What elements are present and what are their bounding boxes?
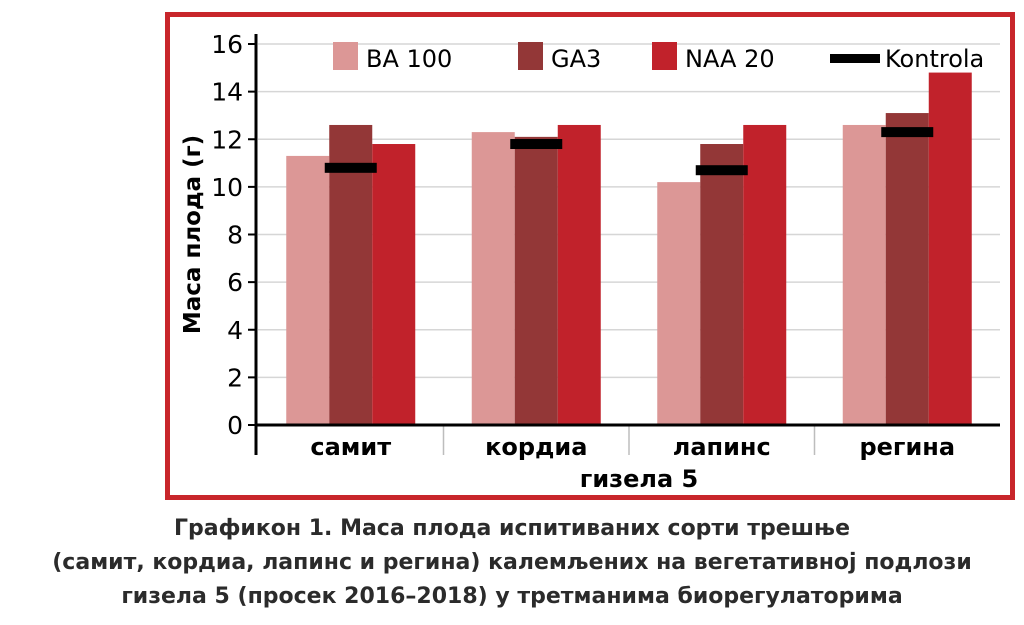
control-marker <box>695 165 748 176</box>
control-marker <box>881 127 934 138</box>
legend-label: Kontrola <box>885 45 984 73</box>
y-tick-label: 0 <box>227 411 243 440</box>
bar-naa-20 <box>557 124 601 426</box>
legend-label: NAA 20 <box>685 45 775 73</box>
bar-chart: 0 2 4 6 8 10 12 14 16 самит кордиа лапинс регина гизе… <box>180 30 1000 493</box>
bar-naa-20 <box>372 144 416 425</box>
bar-ga3 <box>514 136 558 425</box>
y-axis-label: Маса плода (г) <box>180 135 206 334</box>
y-tick-label: 14 <box>211 78 243 107</box>
y-tick-label: 16 <box>211 30 243 59</box>
y-tick-label: 4 <box>227 316 243 345</box>
bar-ga3 <box>329 124 373 426</box>
legend-swatch <box>830 54 880 63</box>
category-label: кордиа <box>485 433 587 461</box>
caption-line-1: Графикон 1. Маса плода испитиваних сорти… <box>173 516 850 541</box>
category-label: самит <box>310 433 391 461</box>
y-tick-label: 8 <box>227 221 243 250</box>
legend-label: BA 100 <box>366 45 452 73</box>
bar-ba-100 <box>471 132 515 425</box>
control-marker <box>324 162 377 173</box>
category-label: лапинс <box>673 433 771 461</box>
y-tick-label: 12 <box>211 125 243 154</box>
legend-swatch <box>333 42 358 70</box>
bar-naa-20 <box>928 72 972 425</box>
y-tick-label: 10 <box>211 173 243 202</box>
category-label: регина <box>859 433 955 461</box>
bar-ba-100 <box>286 155 330 425</box>
y-tick-label: 2 <box>227 363 243 392</box>
control-marker <box>510 139 563 150</box>
figure-caption: Графикон 1. Маса плода испитиваних сорти… <box>0 512 1024 614</box>
bar-naa-20 <box>743 124 787 426</box>
bar-ga3 <box>700 144 744 425</box>
bar-ga3 <box>885 113 929 426</box>
caption-line-2: (самит, кордиа, лапинс и регина) калемље… <box>52 550 972 575</box>
y-tick-label: 6 <box>227 268 243 297</box>
legend-swatch <box>518 42 543 70</box>
legend-swatch <box>652 42 677 70</box>
bar-ba-100 <box>842 124 886 426</box>
legend-label: GA3 <box>551 45 601 73</box>
bar-ba-100 <box>657 182 701 425</box>
caption-line-3: гизела 5 (просек 2016–2018) у третманима… <box>121 584 903 609</box>
x-group-label: гизела 5 <box>580 465 698 493</box>
